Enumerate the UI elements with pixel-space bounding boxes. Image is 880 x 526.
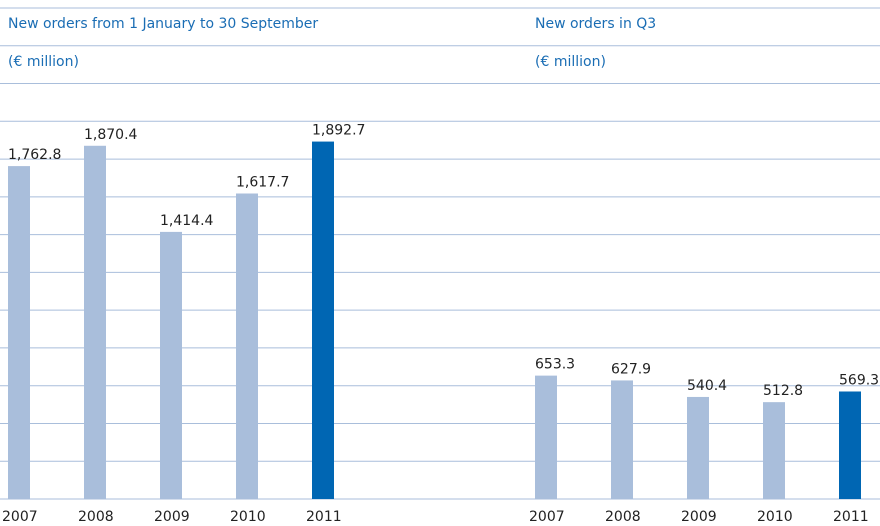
- chart-subtitle: (€ million): [535, 54, 606, 70]
- value-label: 653.3: [535, 357, 575, 373]
- bar: [687, 396, 709, 499]
- value-label: 1,414.4: [160, 213, 214, 229]
- value-label: 512.8: [763, 383, 803, 399]
- x-tick-label: 2011: [833, 509, 869, 525]
- bar: [763, 402, 785, 499]
- bar: [839, 391, 861, 499]
- x-tick-label: 2011: [306, 509, 342, 525]
- bar: [312, 141, 334, 500]
- x-tick-label: 2007: [529, 509, 565, 525]
- chart-subtitle: (€ million): [8, 54, 79, 70]
- bar: [160, 231, 182, 499]
- x-tick-label: 2009: [681, 509, 717, 525]
- value-label: 1,870.4: [84, 127, 138, 143]
- x-tick-label: 2009: [154, 509, 190, 525]
- value-label: 1,617.7: [236, 175, 289, 191]
- bar: [84, 145, 106, 499]
- chart-title: New orders in Q3: [535, 16, 656, 32]
- value-label: 540.4: [687, 378, 727, 394]
- x-tick-label: 2007: [2, 509, 38, 525]
- value-label: 1,762.8: [8, 147, 61, 163]
- value-label: 1,892.7: [312, 123, 365, 139]
- value-label: 569.3: [839, 372, 879, 388]
- x-tick-label: 2008: [605, 509, 641, 525]
- x-tick-label: 2010: [230, 509, 266, 525]
- bar: [535, 375, 557, 499]
- x-tick-label: 2008: [78, 509, 114, 525]
- bar: [236, 193, 258, 499]
- bar: [8, 166, 30, 500]
- x-tick-label: 2010: [757, 509, 793, 525]
- value-label: 627.9: [611, 361, 651, 377]
- chart-title: New orders from 1 January to 30 Septembe…: [8, 16, 318, 32]
- bar: [611, 380, 633, 499]
